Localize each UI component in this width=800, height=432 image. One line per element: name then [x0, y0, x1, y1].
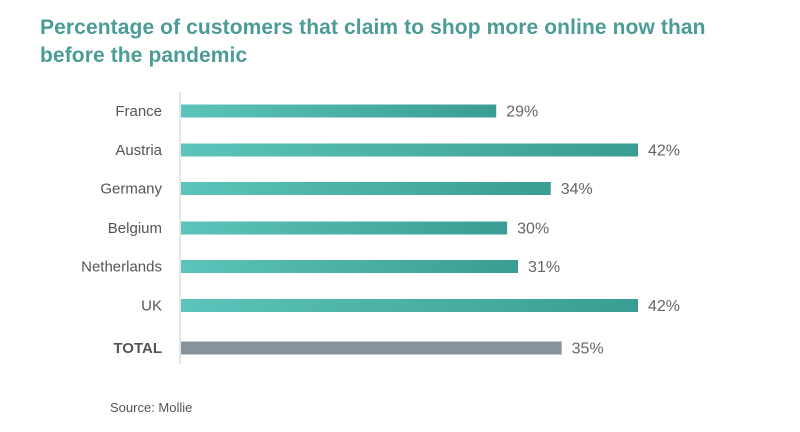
- category-label-total: TOTAL: [113, 340, 162, 357]
- category-label: UK: [141, 298, 162, 315]
- bar: [181, 260, 519, 273]
- category-label: France: [115, 103, 162, 120]
- bar: [181, 299, 638, 312]
- value-label: 34%: [561, 181, 593, 198]
- bar-total: [181, 341, 562, 355]
- value-label: 35%: [572, 341, 604, 358]
- value-label: 30%: [517, 221, 549, 238]
- bar: [181, 221, 508, 235]
- value-label: 29%: [506, 104, 538, 121]
- chart-title: Percentage of customers that claim to sh…: [40, 16, 706, 67]
- category-label: Netherlands: [81, 259, 162, 276]
- value-label: 31%: [528, 259, 560, 276]
- value-label: 42%: [648, 298, 680, 315]
- bar: [181, 104, 497, 118]
- bar: [181, 143, 638, 157]
- category-label: Germany: [100, 181, 162, 198]
- value-label: 42%: [648, 143, 680, 160]
- bar: [181, 182, 551, 195]
- category-label: Austria: [115, 142, 162, 159]
- category-label: Belgium: [108, 220, 162, 237]
- source-note: Source: Mollie: [110, 400, 193, 415]
